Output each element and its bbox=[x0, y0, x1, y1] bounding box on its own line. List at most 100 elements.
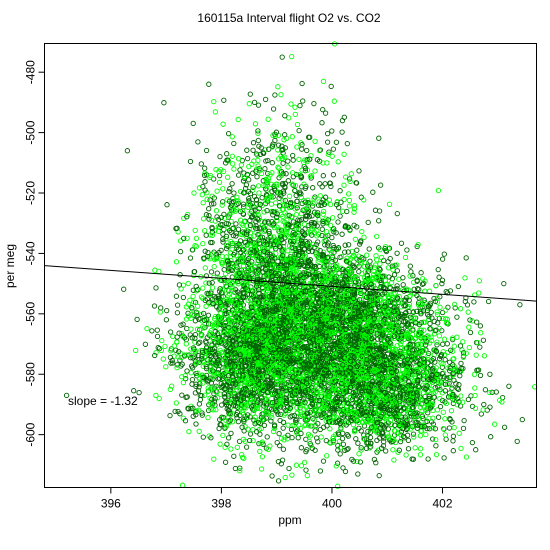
data-point bbox=[300, 240, 306, 247]
data-point bbox=[209, 251, 216, 257]
data-point bbox=[247, 431, 254, 437]
data-point bbox=[400, 282, 406, 288]
data-point bbox=[202, 187, 208, 193]
data-point bbox=[192, 243, 198, 249]
data-point bbox=[266, 230, 272, 237]
data-point bbox=[298, 445, 305, 451]
data-point bbox=[293, 192, 299, 199]
data-point bbox=[199, 410, 205, 416]
data-point bbox=[315, 212, 321, 219]
data-point bbox=[257, 151, 264, 158]
data-point bbox=[376, 208, 383, 214]
data-point bbox=[233, 241, 240, 247]
data-point bbox=[248, 261, 254, 267]
data-point bbox=[314, 157, 321, 163]
data-point bbox=[236, 241, 242, 247]
data-point bbox=[233, 262, 240, 268]
data-point bbox=[258, 260, 264, 266]
data-point bbox=[228, 210, 234, 216]
data-point bbox=[265, 116, 271, 122]
data-point bbox=[320, 221, 326, 227]
data-point bbox=[460, 339, 466, 345]
data-point bbox=[320, 211, 326, 217]
data-point bbox=[202, 170, 208, 176]
data-point bbox=[245, 201, 252, 207]
data-point bbox=[457, 306, 464, 312]
data-point bbox=[463, 255, 469, 261]
data-point bbox=[201, 172, 208, 179]
data-point bbox=[228, 287, 235, 294]
data-point bbox=[352, 236, 359, 242]
data-point bbox=[225, 157, 231, 163]
data-point bbox=[323, 218, 329, 224]
data-point bbox=[501, 280, 507, 287]
data-point bbox=[272, 92, 278, 98]
data-point bbox=[332, 257, 338, 263]
data-point bbox=[311, 219, 317, 226]
data-point bbox=[286, 212, 292, 219]
data-point bbox=[264, 249, 271, 256]
data-point bbox=[317, 193, 323, 199]
data-point bbox=[231, 302, 237, 309]
data-point bbox=[312, 220, 318, 227]
data-point bbox=[285, 164, 291, 170]
data-point bbox=[407, 263, 413, 269]
data-point bbox=[209, 279, 215, 286]
data-point bbox=[155, 344, 161, 351]
data-point bbox=[237, 238, 244, 244]
data-point bbox=[304, 157, 310, 163]
data-point bbox=[261, 240, 268, 247]
data-point bbox=[209, 232, 215, 239]
data-point bbox=[256, 165, 262, 172]
data-point bbox=[323, 437, 329, 444]
data-point bbox=[306, 239, 313, 245]
data-point bbox=[245, 188, 252, 195]
data-point bbox=[342, 242, 348, 248]
data-point bbox=[301, 197, 307, 204]
data-point bbox=[304, 158, 310, 165]
data-point bbox=[277, 442, 283, 449]
data-point bbox=[458, 445, 464, 452]
data-point bbox=[349, 456, 355, 463]
data-point bbox=[212, 218, 219, 224]
data-point bbox=[189, 305, 195, 311]
data-point bbox=[327, 426, 333, 432]
data-point bbox=[282, 132, 288, 138]
data-point bbox=[294, 144, 300, 150]
data-point bbox=[184, 235, 190, 241]
data-point bbox=[317, 468, 324, 474]
data-point bbox=[177, 272, 183, 278]
data-point bbox=[258, 466, 265, 472]
data-point bbox=[270, 241, 277, 247]
data-point bbox=[404, 247, 410, 253]
data-point bbox=[221, 97, 227, 103]
data-point bbox=[214, 188, 220, 194]
data-point bbox=[292, 231, 298, 237]
data-point bbox=[250, 140, 257, 146]
data-point bbox=[276, 165, 282, 171]
data-point bbox=[241, 174, 247, 180]
data-point bbox=[275, 142, 282, 148]
data-point bbox=[322, 194, 329, 200]
data-point bbox=[274, 439, 280, 446]
data-point bbox=[288, 101, 294, 107]
data-point bbox=[228, 207, 235, 213]
data-point bbox=[320, 78, 327, 85]
data-point bbox=[209, 239, 215, 246]
data-point bbox=[254, 152, 261, 158]
data-point bbox=[270, 212, 276, 218]
data-point bbox=[246, 101, 252, 107]
data-point bbox=[274, 218, 280, 224]
data-point bbox=[246, 177, 252, 183]
data-point bbox=[191, 190, 197, 196]
data-point bbox=[280, 247, 286, 253]
data-point bbox=[189, 247, 196, 253]
data-point bbox=[466, 324, 472, 330]
data-point bbox=[211, 98, 217, 105]
data-point bbox=[243, 231, 250, 238]
data-point bbox=[467, 329, 474, 336]
data-point bbox=[280, 425, 286, 431]
data-point bbox=[359, 228, 365, 235]
data-point bbox=[258, 425, 264, 432]
data-point bbox=[261, 209, 267, 215]
